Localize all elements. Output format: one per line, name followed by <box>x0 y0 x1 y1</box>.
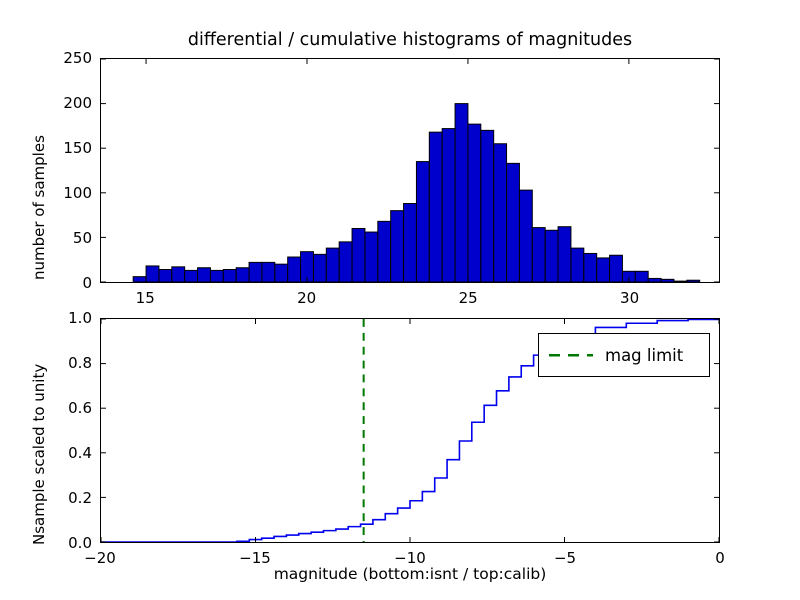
legend: mag limit <box>538 333 710 377</box>
histogram-bar <box>493 143 508 282</box>
histogram-bar <box>506 162 520 282</box>
histogram-bar <box>248 261 263 282</box>
histogram-bar <box>596 257 611 282</box>
bottom-plot-xtick-label: 0 <box>715 549 725 567</box>
top-plot-xtick-label: 30 <box>620 289 640 307</box>
histogram-bar <box>480 129 495 282</box>
histogram-plot-area <box>101 59 719 282</box>
top-plot-ytick-label: 150 <box>63 139 92 157</box>
histogram-bar <box>235 267 250 282</box>
histogram-bar <box>673 280 688 282</box>
histogram-bar <box>467 123 482 282</box>
histogram-bar <box>647 277 662 282</box>
bottom-plot-ytick-label: 1.0 <box>68 309 92 327</box>
histogram-bar <box>660 278 675 282</box>
bottom-plot-y-axis-label: Nsample scaled to unity <box>30 363 48 545</box>
top-plot-ytick-label: 50 <box>72 229 92 247</box>
top-plot-ytick-label: 250 <box>63 49 92 67</box>
top-plot-ytick-label: 200 <box>63 94 92 112</box>
histogram-bar <box>338 241 353 282</box>
bottom-plot-xtick-label: −10 <box>394 549 426 567</box>
histogram-bar <box>557 226 572 282</box>
histogram-bar <box>609 254 623 282</box>
histogram-bar <box>222 269 237 282</box>
top-plot-xtick-label: 25 <box>458 289 478 307</box>
histogram-bar <box>454 103 469 282</box>
histogram-bar <box>570 247 585 282</box>
bottom-plot-ytick-label: 0.4 <box>68 444 92 462</box>
top-plot-ytick-label: 100 <box>63 184 92 202</box>
top-plot-y-axis-label: number of samples <box>30 135 48 280</box>
histogram-bar <box>403 203 417 282</box>
bottom-plot-ytick-label: 0.2 <box>68 489 92 507</box>
bottom-plot-xtick-label: −15 <box>239 549 271 567</box>
histogram-bar <box>364 231 379 282</box>
top-plot-ytick-label: 0 <box>82 274 92 292</box>
top-plot-axes <box>100 58 720 283</box>
bottom-plot-ytick-label: 0.6 <box>68 399 92 417</box>
histogram-bar <box>351 227 366 282</box>
histogram-bar <box>518 189 533 282</box>
histogram-bar <box>428 131 443 282</box>
bottom-plot-xtick-label: −20 <box>84 549 116 567</box>
legend-label-mag-limit: mag limit <box>605 345 684 365</box>
histogram-bar <box>145 265 160 282</box>
histogram-bar <box>634 270 649 282</box>
histogram-bar <box>274 263 289 282</box>
histogram-bar <box>132 276 147 282</box>
top-plot-xtick-label: 20 <box>297 289 317 307</box>
bottom-plot-xtick-label: −5 <box>553 549 577 567</box>
histogram-bar <box>171 266 186 282</box>
histogram-bar <box>197 267 211 282</box>
histogram-bar <box>312 253 327 282</box>
mag-limit-dashed-line-icon <box>549 348 593 362</box>
histogram-bar <box>686 279 701 282</box>
histogram-bar <box>184 269 199 282</box>
histogram-bar <box>158 269 173 282</box>
histogram-bar <box>415 161 430 282</box>
histogram-bar <box>441 128 456 282</box>
bottom-plot-ytick-label: 0.8 <box>68 354 92 372</box>
histogram-bar <box>287 256 302 282</box>
histogram-bar <box>325 247 340 282</box>
histogram-bar <box>531 227 546 282</box>
chart-title: differential / cumulative histograms of … <box>187 30 633 50</box>
top-plot-xtick-label: 15 <box>135 289 155 307</box>
bottom-plot-ytick-label: 0.0 <box>68 534 92 552</box>
bottom-plot-axes: mag limit <box>100 318 720 543</box>
histogram-bar <box>583 252 598 282</box>
histogram-bar <box>544 229 559 282</box>
histogram-bar <box>377 220 392 282</box>
histogram-bar <box>209 269 224 282</box>
histogram-bar <box>261 261 276 282</box>
histogram-bar <box>390 210 405 282</box>
bottom-plot-x-axis-label: magnitude (bottom:isnt / top:calib) <box>273 565 547 583</box>
